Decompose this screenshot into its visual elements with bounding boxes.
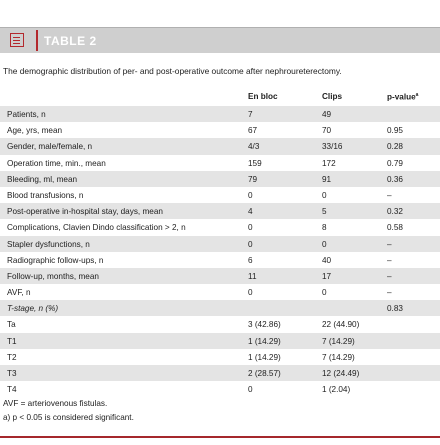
cell: 0.28 bbox=[387, 142, 403, 152]
table-row: T-stage, n (%) 0.83 bbox=[0, 300, 440, 317]
cell: 0 bbox=[322, 190, 327, 200]
row-label: Follow-up, months, mean bbox=[7, 271, 99, 281]
row-label: T3 bbox=[7, 369, 17, 378]
table-row: Ta 3 (42.86) 22 (44.90) bbox=[0, 316, 440, 332]
table-row: Age, yrs, mean 67 70 0.95 bbox=[0, 122, 440, 138]
table-row: Complications, Clavien Dindo classificat… bbox=[0, 219, 440, 235]
row-label: Bleeding, ml, mean bbox=[7, 174, 78, 184]
table-row: Operation time, min., mean 159 172 0.79 bbox=[0, 155, 440, 171]
cell: 0 bbox=[322, 288, 327, 298]
cell: 172 bbox=[322, 158, 336, 168]
cell: 0 bbox=[248, 223, 253, 233]
table-row: Bleeding, ml, mean 79 91 0.36 bbox=[0, 170, 440, 187]
row-label: Patients, n bbox=[7, 110, 46, 119]
table-row: T2 1 (14.29) 7 (14.29) bbox=[0, 349, 440, 365]
table: En bloc Clips p-valuea Patients, n 7 49 Age, y… bbox=[0, 88, 440, 397]
column-header: En bloc bbox=[248, 92, 278, 101]
table-row: Gender, male/female, n 4/3 33/16 0.28 bbox=[0, 138, 440, 155]
row-label: T-stage, n (%) bbox=[7, 304, 59, 314]
cell: 17 bbox=[322, 271, 332, 281]
table-label: TABLE 2 bbox=[44, 34, 97, 48]
cell: 0 bbox=[248, 385, 253, 395]
header-row: En bloc Clips p-valuea bbox=[0, 88, 440, 106]
table-row: T3 2 (28.57) 12 (24.49) bbox=[0, 365, 440, 382]
column-header: Clips bbox=[322, 92, 343, 101]
cell: – bbox=[387, 239, 392, 249]
cell: 6 bbox=[248, 255, 253, 265]
cell: 7 (14.29) bbox=[322, 336, 355, 346]
cell: 0.36 bbox=[387, 174, 403, 184]
table-row: T4 0 1 (2.04) bbox=[0, 381, 440, 397]
cell: 3 (42.86) bbox=[248, 320, 281, 330]
cell: 0.32 bbox=[387, 207, 403, 217]
cell: 12 (24.49) bbox=[322, 369, 360, 378]
cell: 0.83 bbox=[387, 304, 403, 314]
table-row: Blood transfusions, n 0 0 – bbox=[0, 187, 440, 203]
cell: – bbox=[387, 288, 392, 298]
cell: 40 bbox=[322, 255, 332, 265]
footnote: a) p < 0.05 is considered significant. bbox=[3, 413, 134, 422]
table-row: T1 1 (14.29) 7 (14.29) bbox=[0, 332, 440, 349]
table-row: Patients, n 7 49 bbox=[0, 106, 440, 123]
cell: 33/16 bbox=[322, 142, 343, 152]
row-label: AVF, n bbox=[7, 288, 31, 298]
row-label: Operation time, min., mean bbox=[7, 158, 106, 168]
bottom-rule bbox=[0, 436, 440, 438]
cell: 4 bbox=[248, 207, 253, 217]
row-label: Complications, Clavien Dindo classificat… bbox=[7, 223, 186, 233]
table-row: Follow-up, months, mean 11 17 – bbox=[0, 267, 440, 285]
cell: 79 bbox=[248, 174, 258, 184]
row-label: Blood transfusions, n bbox=[7, 190, 84, 200]
cell: – bbox=[387, 190, 392, 200]
row-label: Stapler dysfunctions, n bbox=[7, 239, 90, 249]
row-label: T1 bbox=[7, 336, 17, 346]
cell: 1 (14.29) bbox=[248, 352, 281, 362]
cell: 0 bbox=[248, 239, 253, 249]
row-label: T4 bbox=[7, 385, 17, 395]
cell: 7 bbox=[248, 110, 253, 119]
cell: 2 (28.57) bbox=[248, 369, 281, 378]
table-row: AVF, n 0 0 – bbox=[0, 284, 440, 300]
cell: 11 bbox=[248, 271, 257, 281]
caption: The demographic distribution of per- and… bbox=[3, 66, 342, 76]
cell: – bbox=[387, 271, 392, 281]
row-label: Gender, male/female, n bbox=[7, 142, 93, 152]
cell: 0 bbox=[248, 288, 253, 298]
row-label: Radiographic follow-ups, n bbox=[7, 255, 104, 265]
cell: 5 bbox=[322, 207, 327, 217]
cell: 49 bbox=[322, 110, 332, 119]
cell: 0.95 bbox=[387, 126, 403, 136]
cell: 1 (2.04) bbox=[322, 385, 351, 395]
row-label: T2 bbox=[7, 352, 17, 362]
cell: 0 bbox=[248, 190, 253, 200]
cell: 159 bbox=[248, 158, 262, 168]
row-label: Age, yrs, mean bbox=[7, 126, 63, 136]
table-row: Stapler dysfunctions, n 0 0 – bbox=[0, 235, 440, 252]
row-label: Ta bbox=[7, 320, 16, 330]
cell: 67 bbox=[248, 126, 258, 136]
table-row: Post-operative in-hospital stay, days, m… bbox=[0, 203, 440, 220]
cell: 4/3 bbox=[248, 142, 260, 152]
column-header: p-valuea bbox=[387, 92, 419, 102]
cell: 0.79 bbox=[387, 158, 403, 168]
divider bbox=[36, 30, 38, 51]
notes: AVF = arteriovenous fistulas. a) p < 0.05… bbox=[3, 397, 134, 425]
footnote: AVF = arteriovenous fistulas. bbox=[3, 399, 108, 408]
cell: 8 bbox=[322, 223, 327, 233]
row-label: Post-operative in-hospital stay, days, m… bbox=[7, 207, 163, 217]
note-marker: a bbox=[415, 92, 419, 98]
table-row: Radiographic follow-ups, n 6 40 – bbox=[0, 252, 440, 268]
cell: 7 (14.29) bbox=[322, 352, 355, 362]
cell: 0 bbox=[322, 239, 327, 249]
cell: 0.58 bbox=[387, 223, 403, 233]
cell: 91 bbox=[322, 174, 332, 184]
table-icon bbox=[10, 33, 24, 47]
header-band: TABLE 2 bbox=[0, 27, 440, 53]
cell: – bbox=[387, 255, 392, 265]
cell: 70 bbox=[322, 126, 332, 136]
cell: 1 (14.29) bbox=[248, 336, 281, 346]
cell: 22 (44.90) bbox=[322, 320, 360, 330]
